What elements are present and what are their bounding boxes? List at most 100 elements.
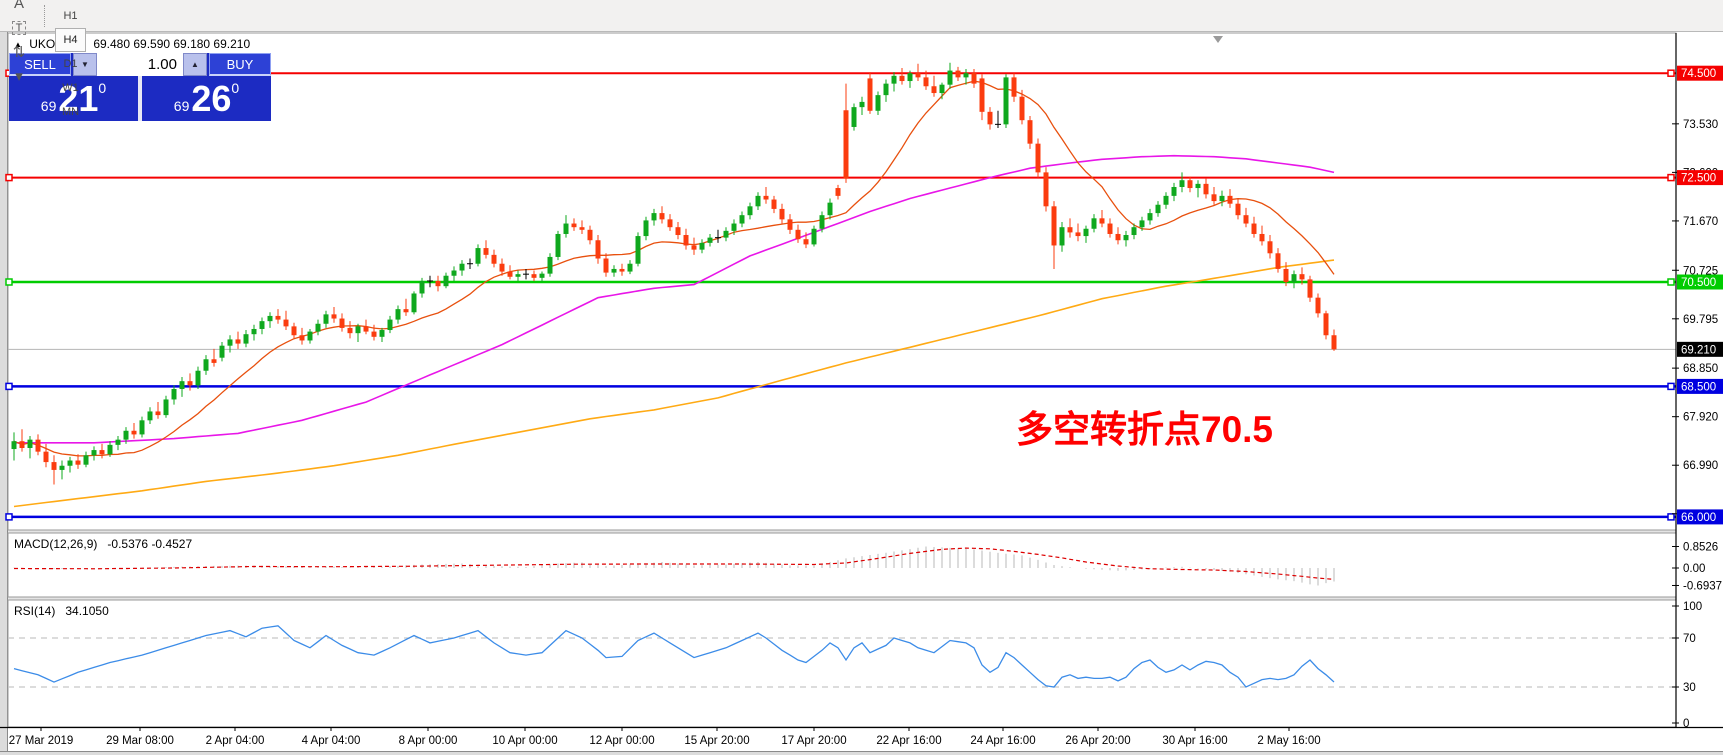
level-handle[interactable] (1667, 382, 1675, 391)
macd-layer (13, 546, 1335, 586)
svg-text:72.500: 72.500 (1681, 173, 1716, 185)
buy-price-display[interactable]: 69 26 0 (142, 76, 271, 121)
volume-input[interactable]: 1.00 (97, 53, 183, 76)
rsi-value: 34.1050 (65, 604, 109, 618)
level-handle[interactable] (5, 513, 13, 521)
svg-text:67.920: 67.920 (1683, 412, 1718, 424)
time-axis[interactable]: 27 Mar 2019 29 Mar 08:00 2 Apr 04:00 4 Apr … (0, 726, 1723, 747)
level-handle[interactable] (5, 278, 13, 286)
svg-text:71.670: 71.670 (1683, 216, 1718, 228)
timeframe-button-mn[interactable]: MN (61, 105, 80, 118)
buy-price-prefix: 69 (173, 98, 190, 114)
text-label-icon[interactable]: A (13, 0, 24, 12)
svg-text:10 Apr 00:00: 10 Apr 00:00 (492, 735, 557, 747)
svg-text:68.500: 68.500 (1681, 381, 1716, 393)
rsi-layer (8, 625, 1676, 688)
svg-text:30: 30 (1683, 682, 1696, 694)
svg-text:-0.6937: -0.6937 (1683, 580, 1722, 592)
timeframe-button-h4[interactable]: H4 (55, 27, 86, 52)
level-handle[interactable] (1667, 69, 1675, 77)
level-handle[interactable] (1667, 513, 1675, 521)
sell-price-sup: 0 (98, 80, 107, 96)
volume-decrease-button[interactable]: ▼ (73, 53, 97, 76)
toolbar-separator (44, 4, 46, 27)
price-divider (138, 76, 142, 121)
price-pane-layer (5, 69, 1676, 521)
candles-layer (11, 62, 1337, 485)
chart-shift-marker-icon[interactable] (1213, 36, 1223, 43)
sell-price-prefix: 69 (40, 98, 57, 114)
macd-values: -0.5376 -0.4527 (107, 537, 193, 551)
svg-text:66.000: 66.000 (1681, 512, 1716, 524)
svg-text:0.8526: 0.8526 (1683, 542, 1718, 554)
top-toolbar: ▨E▦FAT⇅▾ M1M5M15M30H1H4D1W1MN (0, 0, 1723, 118)
svg-text:0.00: 0.00 (1683, 563, 1705, 575)
price-badge-66.000: 66.000 (1677, 509, 1723, 525)
price-badge-74.500: 74.500 (1677, 65, 1723, 81)
chart-title: ▲ UKOil-,H4 69.480 69.590 69.180 69.210 (14, 37, 250, 51)
svg-text:15 Apr 20:00: 15 Apr 20:00 (684, 735, 749, 747)
macd-pane (7, 532, 1677, 598)
timeframe-button-w1[interactable]: W1 (62, 81, 79, 94)
svg-text:17 Apr 20:00: 17 Apr 20:00 (781, 735, 846, 747)
arrange-arrows-icon[interactable]: ⇅ (12, 43, 26, 61)
ma-mid-line (14, 154, 1335, 444)
price-axis[interactable]: 73.53072.60071.67070.72569.79568.85067.9… (1672, 33, 1723, 730)
macd-signal-line (14, 547, 1335, 580)
chart-annotation-text: 多空转折点70.5 (1016, 409, 1274, 450)
dropdown-caret-icon[interactable]: ▾ (15, 67, 23, 85)
svg-text:0: 0 (1683, 718, 1689, 730)
volume-increase-button[interactable]: ▲ (183, 53, 207, 76)
timeframe-button-d1[interactable]: D1 (63, 57, 78, 70)
price-badge-70.500: 70.500 (1677, 274, 1723, 290)
svg-text:2 Apr 04:00: 2 Apr 04:00 (206, 735, 265, 747)
svg-text:27 Mar 2019: 27 Mar 2019 (9, 735, 74, 747)
ohlc-values: 69.480 69.590 69.180 69.210 (93, 37, 251, 51)
price-badge-72.500: 72.500 (1677, 170, 1723, 186)
svg-text:22 Apr 16:00: 22 Apr 16:00 (876, 735, 941, 747)
svg-text:4 Apr 04:00: 4 Apr 04:00 (302, 735, 361, 747)
svg-text:8 Apr 00:00: 8 Apr 00:00 (399, 735, 458, 747)
toolbar-icon-group: ▨E▦FAT⇅▾ (0, 0, 34, 88)
ma-fast-line (13, 80, 1335, 457)
svg-text:2 May 16:00: 2 May 16:00 (1257, 735, 1320, 747)
text-box-icon[interactable]: T (4, 16, 34, 40)
svg-text:70.500: 70.500 (1681, 277, 1716, 289)
svg-text:70.725: 70.725 (1683, 265, 1718, 277)
svg-text:74.500: 74.500 (1681, 68, 1716, 80)
svg-text:68.850: 68.850 (1683, 363, 1718, 375)
buy-price-sup: 0 (231, 80, 240, 96)
svg-text:30 Apr 16:00: 30 Apr 16:00 (1162, 735, 1227, 747)
svg-text:66.990: 66.990 (1683, 460, 1718, 472)
svg-text:70: 70 (1683, 633, 1696, 645)
price-badge-68.500: 68.500 (1677, 378, 1723, 394)
svg-text:24 Apr 16:00: 24 Apr 16:00 (970, 735, 1035, 747)
sell-price-big: 21 (58, 77, 99, 119)
sell-price-display[interactable]: 69 21 0 (9, 76, 138, 121)
svg-text:12 Apr 00:00: 12 Apr 00:00 (589, 735, 654, 747)
buy-button[interactable]: BUY (209, 53, 271, 76)
level-handle[interactable] (5, 382, 13, 391)
level-handle[interactable] (1667, 173, 1675, 182)
macd-pane-label: MACD(12,26,9) -0.5376 -0.4527 (14, 537, 193, 551)
level-handle[interactable] (5, 173, 13, 182)
svg-text:69.795: 69.795 (1683, 314, 1718, 326)
sell-button[interactable]: SELL (9, 53, 71, 76)
collapse-triangle-icon[interactable]: ▲ (14, 40, 22, 49)
svg-text:69.210: 69.210 (1681, 344, 1716, 356)
timeframe-button-h1[interactable]: H1 (63, 9, 78, 22)
level-handle[interactable] (1667, 278, 1675, 286)
svg-text:29 Mar 08:00: 29 Mar 08:00 (106, 735, 174, 747)
svg-text:26 Apr 20:00: 26 Apr 20:00 (1065, 735, 1130, 747)
ma-slow-line (13, 259, 1335, 508)
buy-price-big: 26 (191, 77, 232, 119)
one-click-trading-panel: SELL ▼ 1.00 ▲ BUY 69 21 0 69 26 0 (9, 53, 271, 121)
svg-text:100: 100 (1683, 601, 1702, 613)
svg-text:73.530: 73.530 (1683, 119, 1718, 131)
rsi-line (13, 625, 1335, 688)
rsi-pane-label: RSI(14) 34.1050 (14, 604, 109, 618)
timeframe-button-group: M1M5M15M30H1H4D1W1MN (54, 0, 87, 124)
rsi-pane (7, 599, 1677, 728)
